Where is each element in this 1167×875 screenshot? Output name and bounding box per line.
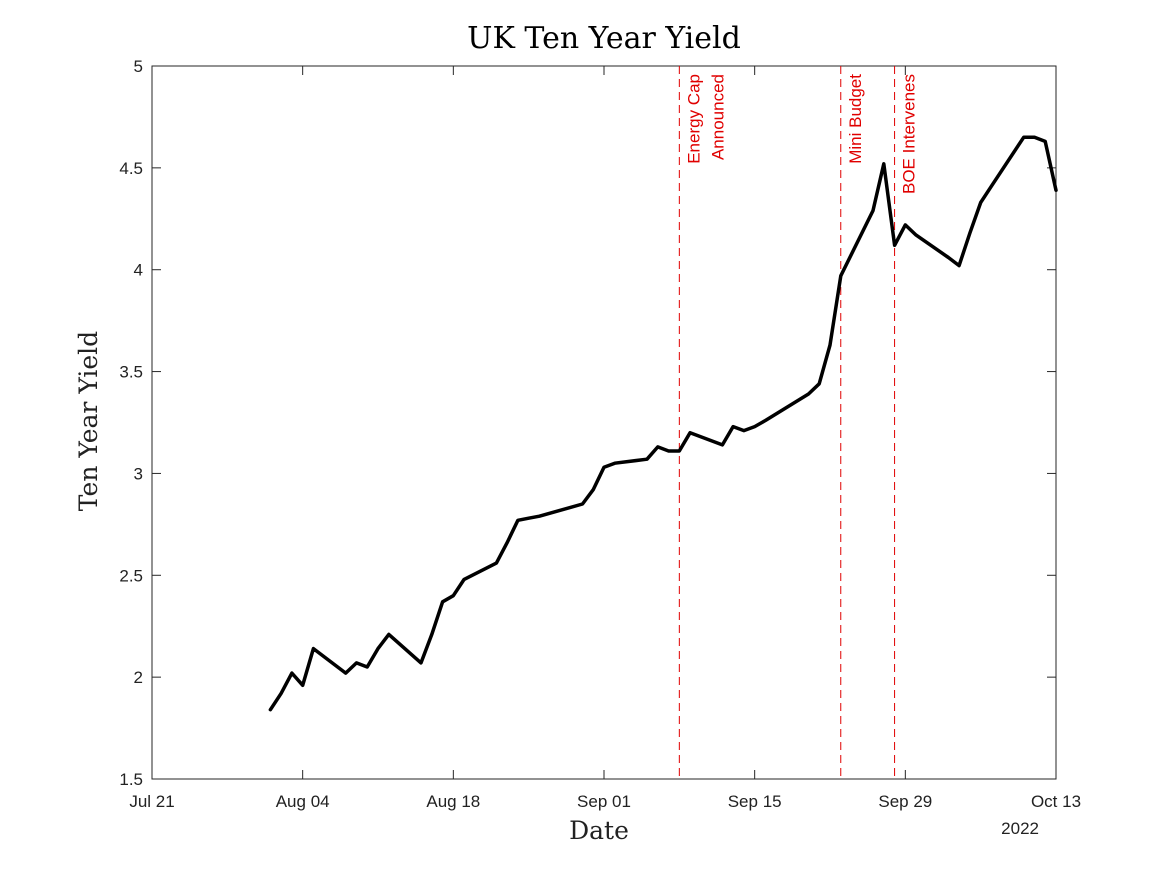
data-point <box>678 450 681 452</box>
plot-area-frame <box>151 65 1057 780</box>
data-point <box>732 425 734 428</box>
data-point <box>958 264 960 267</box>
data-point <box>753 425 756 428</box>
series-line <box>268 135 1058 712</box>
data-point <box>344 672 347 674</box>
x-tick-label: Sep 29 <box>878 792 932 811</box>
x-tick-label: Aug 04 <box>276 792 330 811</box>
y-tick-label: 2.5 <box>119 566 143 585</box>
data-point <box>581 503 584 505</box>
series-layer <box>268 135 1058 712</box>
data-point <box>388 633 390 636</box>
data-point <box>667 450 670 452</box>
data-point <box>495 562 498 564</box>
y-axis-label: Ten Year Yield <box>74 331 103 511</box>
data-point <box>818 383 820 385</box>
data-point <box>1022 136 1025 139</box>
data-point <box>603 466 605 469</box>
event-annotation-label: Mini Budget <box>846 74 865 164</box>
data-point <box>301 684 304 687</box>
data-point <box>979 201 982 204</box>
x-tick-label: Aug 18 <box>426 792 480 811</box>
data-point <box>904 224 907 226</box>
data-point <box>377 647 379 650</box>
data-point <box>915 234 917 236</box>
chart-title: UK Ten Year Yield <box>467 21 741 56</box>
y-tick-label: 3.5 <box>119 363 143 382</box>
data-point <box>291 672 293 674</box>
x-tick-label: Sep 01 <box>577 792 631 811</box>
y-tick-label: 2 <box>134 668 143 687</box>
data-point <box>431 633 433 636</box>
data-point <box>538 515 541 517</box>
data-point <box>947 256 950 259</box>
x-axis-year-label: 2022 <box>1001 819 1039 838</box>
event-annotation-label: Energy Cap <box>684 74 703 164</box>
x-tick-label: Jul 21 <box>129 792 174 811</box>
event-annotation-label: BOE Intervenes <box>900 74 919 194</box>
event-annotations: Energy Cap Announced Mini Budget BOE Interv… <box>678 66 919 779</box>
axis-ticks: Jul 21 Aug 04 Aug 18 Sep 01 Sep 15 Sep 29 Oct … <box>119 57 1081 811</box>
event-annotation-label: Announced <box>708 74 727 160</box>
y-tick-label: 1.5 <box>119 770 143 789</box>
data-point <box>592 488 594 491</box>
x-tick-label: Sep 15 <box>728 792 782 811</box>
data-point <box>1055 189 1057 192</box>
data-point <box>721 444 724 446</box>
data-point <box>269 708 272 711</box>
data-point <box>764 419 767 422</box>
y-tick-label: 3 <box>134 464 143 483</box>
data-point <box>452 594 455 597</box>
data-point <box>614 462 616 465</box>
x-tick-label: Oct 13 <box>1031 792 1081 811</box>
data-point <box>883 163 885 165</box>
data-point <box>527 517 530 519</box>
data-point <box>1033 136 1036 139</box>
data-point <box>872 209 874 212</box>
x-axis-label: Date <box>569 816 629 845</box>
data-point <box>646 458 648 461</box>
y-tick-label: 4 <box>134 261 143 280</box>
data-point <box>840 275 842 277</box>
data-point <box>893 244 896 247</box>
data-point <box>441 601 444 603</box>
data-point <box>829 344 831 346</box>
data-point <box>506 541 508 544</box>
data-point <box>689 431 691 434</box>
y-tick-label: 5 <box>134 57 143 76</box>
data-point <box>990 185 993 187</box>
data-point <box>420 662 422 664</box>
data-point <box>969 232 971 234</box>
data-point <box>366 666 369 668</box>
data-point <box>280 692 282 695</box>
data-point <box>463 578 465 581</box>
data-point <box>517 519 519 522</box>
data-point <box>312 647 315 650</box>
y-tick-label: 4.5 <box>119 159 143 178</box>
data-point <box>1044 140 1046 143</box>
data-point <box>355 662 358 664</box>
data-point <box>657 446 659 448</box>
data-point <box>743 429 745 432</box>
data-point <box>807 393 810 395</box>
